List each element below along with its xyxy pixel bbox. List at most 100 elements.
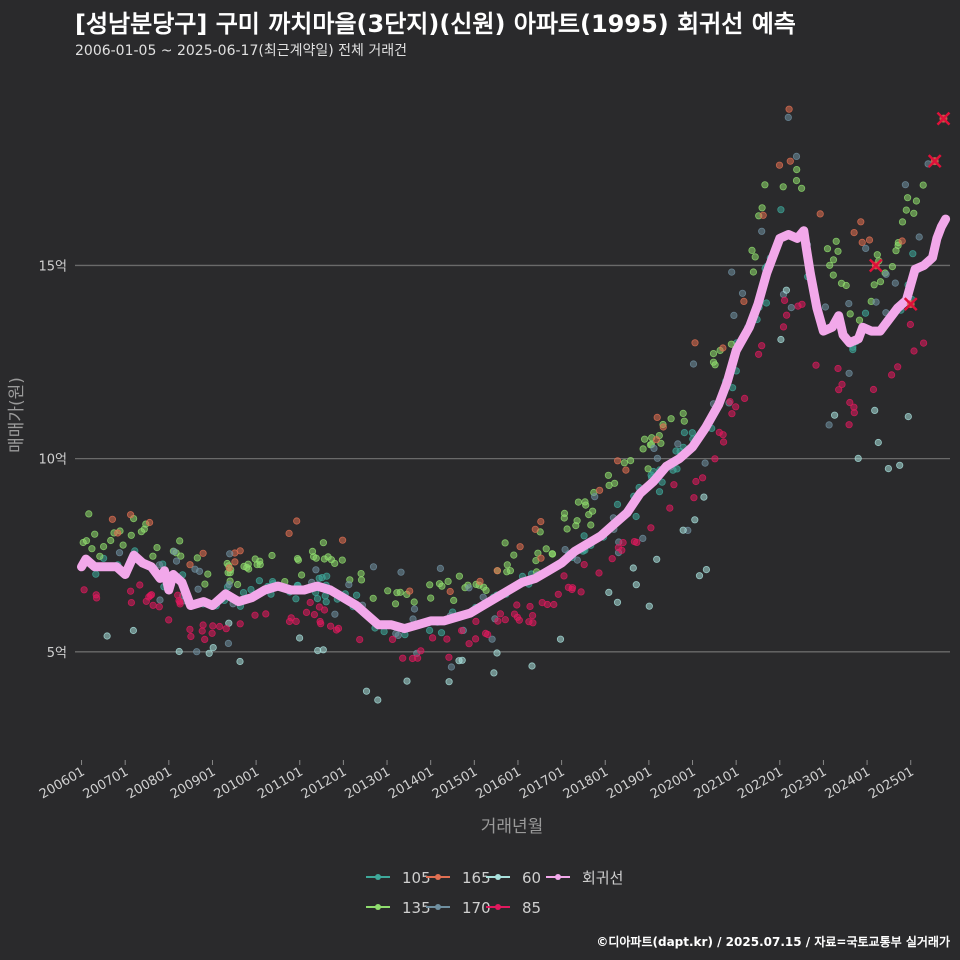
x-tick-label: 201601 [473,764,523,802]
legend-label-회귀선: 회귀선 [582,869,623,887]
data-point-170 [882,270,890,278]
data-point-85 [92,591,100,599]
data-point-85 [529,619,537,627]
data-point-85 [496,610,504,618]
data-point-165 [531,525,539,533]
data-point-105 [762,299,771,307]
data-point-170 [410,605,419,613]
data-point-135 [581,498,589,506]
data-point-60 [129,626,137,635]
data-point-165 [857,218,865,226]
x-tick-label: 201001 [212,764,262,802]
data-point-135 [855,316,864,324]
data-point-105 [437,629,446,637]
data-point-135 [119,541,127,549]
data-point-85 [666,504,674,512]
legend-label-165: 165 [462,869,491,887]
data-point-165 [127,511,135,519]
data-point-85 [251,611,259,619]
data-point-135 [758,204,766,212]
data-point-85 [262,610,270,618]
data-point-85 [568,584,577,592]
scatter-points [79,105,932,704]
data-point-135 [369,594,377,602]
data-point-135 [873,251,881,259]
data-point-85 [356,635,364,644]
data-point-85 [501,616,509,624]
x-tick-label: 202301 [779,764,829,802]
data-point-105 [849,345,857,354]
data-point-135 [338,556,346,564]
data-point-85 [577,588,585,596]
data-point-165 [516,543,524,551]
data-point-85 [690,494,698,502]
data-point-105 [580,532,588,540]
data-point-170 [226,550,234,558]
data-point-170 [465,584,473,592]
data-point-165 [653,413,661,421]
data-point-135 [256,557,264,565]
grid-lines [75,264,950,653]
data-point-85 [201,635,209,644]
data-point-165 [719,344,727,352]
y-tick-label: 15억 [38,259,67,274]
legend-label-85: 85 [522,899,541,917]
data-point-60 [896,461,904,469]
data-point-85 [528,611,537,620]
data-point-135 [85,510,93,518]
data-point-135 [357,576,366,584]
data-point-85 [894,363,902,371]
data-point-135 [153,543,161,552]
data-point-135 [455,572,463,580]
data-point-170 [689,360,698,368]
x-axis-title: 거래년월 [481,817,544,837]
data-point-135 [587,521,595,529]
data-point-135 [823,245,832,253]
data-point-85 [236,620,244,628]
data-point-135 [751,253,759,261]
data-point-60 [374,696,382,704]
data-point-170 [787,303,795,312]
data-point-135 [149,552,157,560]
regression-line [77,214,951,634]
data-point-105 [313,594,322,603]
data-point-105 [688,429,696,437]
data-point-135 [797,184,806,192]
data-point-60 [490,669,498,677]
data-point-170 [792,152,801,160]
data-point-135 [319,539,327,547]
data-point-135 [384,587,392,595]
data-point-85 [443,635,451,643]
data-point-135 [91,530,99,538]
data-point-60 [613,598,622,606]
data-point-135 [542,545,550,553]
data-point-165 [493,567,501,575]
data-point-60 [874,438,882,447]
data-point-165 [293,517,301,525]
data-point-60 [528,662,536,670]
data-point-60 [629,564,637,572]
data-point-85 [595,569,603,577]
data-point-135 [450,596,458,605]
data-point-60 [653,555,661,563]
data-point-85 [199,621,207,629]
data-point-170 [674,440,682,448]
data-point-135 [107,536,115,545]
data-point-60 [871,406,879,414]
data-point-170 [701,459,709,467]
data-point-60 [295,634,304,642]
data-point-60 [319,646,327,654]
data-point-85 [910,347,918,355]
data-point-85 [332,626,341,634]
data-point-135 [898,218,907,226]
legend-key-dot [495,874,501,880]
data-point-85 [408,654,417,663]
data-point-135 [761,181,769,189]
legend-label-60: 60 [522,869,541,887]
data-point-85 [869,385,878,394]
legend-label-170: 170 [462,899,491,917]
data-point-135 [626,456,635,465]
data-point-165 [898,237,906,245]
data-point-60 [403,677,411,685]
data-point-170 [825,421,833,429]
